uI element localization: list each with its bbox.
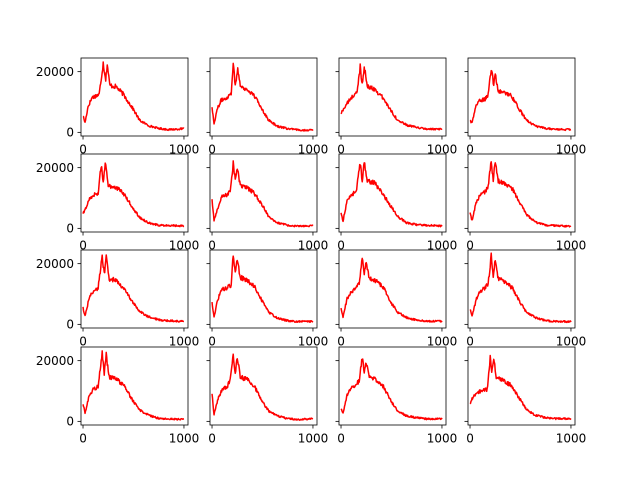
x-tick-label: 1000 xyxy=(427,239,458,253)
series-line xyxy=(340,257,443,323)
axes-frame xyxy=(209,57,318,137)
axes-frame xyxy=(80,346,189,426)
x-tick-label: 0 xyxy=(466,432,474,446)
x-tick-label: 1000 xyxy=(556,143,587,157)
axes-frame xyxy=(80,57,189,137)
subplot-13: 0 20000 0 1000 xyxy=(36,346,200,446)
axes-frame xyxy=(209,346,318,426)
series-line xyxy=(340,358,443,421)
x-tick-label: 0 xyxy=(208,335,216,349)
x-tick-label: 1000 xyxy=(556,432,587,446)
x-tick-label: 1000 xyxy=(556,335,587,349)
series-line xyxy=(469,161,572,228)
x-tick-label: 1000 xyxy=(427,143,458,157)
subplot-15: 0 1000 xyxy=(335,346,458,446)
x-tick-label: 0 xyxy=(79,239,87,253)
series-line xyxy=(211,62,314,132)
subplot-5: 0 20000 0 1000 xyxy=(36,153,200,253)
x-tick-label: 0 xyxy=(337,432,345,446)
subplot-9: 0 20000 0 1000 xyxy=(36,249,200,349)
y-tick-label: 0 xyxy=(66,222,74,236)
series-line xyxy=(211,255,314,323)
axes-frame xyxy=(467,57,576,137)
axes-frame xyxy=(467,153,576,233)
y-tick-label: 20000 xyxy=(36,354,74,368)
y-tick-label: 0 xyxy=(66,318,74,332)
axes-frame xyxy=(467,249,576,329)
series-line xyxy=(340,162,443,228)
y-tick-label: 0 xyxy=(66,415,74,429)
y-tick-label: 20000 xyxy=(36,257,74,271)
axes-frame xyxy=(209,153,318,233)
axes-frame xyxy=(338,249,447,329)
subplot-14: 0 1000 xyxy=(206,346,329,446)
x-tick-label: 0 xyxy=(208,432,216,446)
series-line xyxy=(211,353,314,421)
x-tick-label: 1000 xyxy=(169,239,200,253)
axes-frame xyxy=(80,249,189,329)
axes-frame xyxy=(467,346,576,426)
x-tick-label: 0 xyxy=(208,143,216,157)
x-tick-label: 1000 xyxy=(169,432,200,446)
x-tick-label: 0 xyxy=(466,335,474,349)
subplot-6: 0 1000 xyxy=(206,153,329,253)
subplot-4: 0 1000 xyxy=(464,57,587,157)
subplot-8: 0 1000 xyxy=(464,153,587,253)
y-tick-label: 20000 xyxy=(36,161,74,175)
series-line xyxy=(82,61,185,132)
subplot-11: 0 1000 xyxy=(335,249,458,349)
x-tick-label: 1000 xyxy=(556,239,587,253)
series-line xyxy=(340,63,443,131)
x-tick-label: 1000 xyxy=(298,239,329,253)
series-line xyxy=(82,350,185,421)
series-line xyxy=(469,252,572,324)
x-tick-label: 0 xyxy=(79,432,87,446)
x-tick-label: 1000 xyxy=(427,335,458,349)
x-tick-label: 1000 xyxy=(298,143,329,157)
subplot-3: 0 1000 xyxy=(335,57,458,157)
x-tick-label: 1000 xyxy=(169,143,200,157)
x-tick-label: 0 xyxy=(466,143,474,157)
x-tick-label: 1000 xyxy=(298,432,329,446)
y-tick-label: 20000 xyxy=(36,65,74,79)
subplot-7: 0 1000 xyxy=(335,153,458,253)
axes-frame xyxy=(338,346,447,426)
y-tick-label: 0 xyxy=(66,126,74,140)
axes-frame xyxy=(209,249,318,329)
x-tick-label: 0 xyxy=(208,239,216,253)
subplot-10: 0 1000 xyxy=(206,249,329,349)
series-line xyxy=(82,254,185,323)
subplot-16: 0 1000 xyxy=(464,346,587,446)
x-tick-label: 0 xyxy=(466,239,474,253)
x-tick-label: 0 xyxy=(337,335,345,349)
x-tick-label: 0 xyxy=(79,335,87,349)
subplot-1: 0 20000 0 1000 xyxy=(36,57,200,157)
x-tick-label: 0 xyxy=(337,239,345,253)
subplot-2: 0 1000 xyxy=(206,57,329,157)
series-line xyxy=(211,160,314,228)
series-line xyxy=(469,354,572,421)
axes-frame xyxy=(338,153,447,233)
series-line xyxy=(82,162,185,228)
series-line xyxy=(469,69,572,132)
x-tick-label: 1000 xyxy=(169,335,200,349)
axes-frame xyxy=(80,153,189,233)
x-tick-label: 1000 xyxy=(298,335,329,349)
axes-frame xyxy=(338,57,447,137)
x-tick-label: 0 xyxy=(337,143,345,157)
x-tick-label: 1000 xyxy=(427,432,458,446)
x-tick-label: 0 xyxy=(79,143,87,157)
subplot-12: 0 1000 xyxy=(464,249,587,349)
